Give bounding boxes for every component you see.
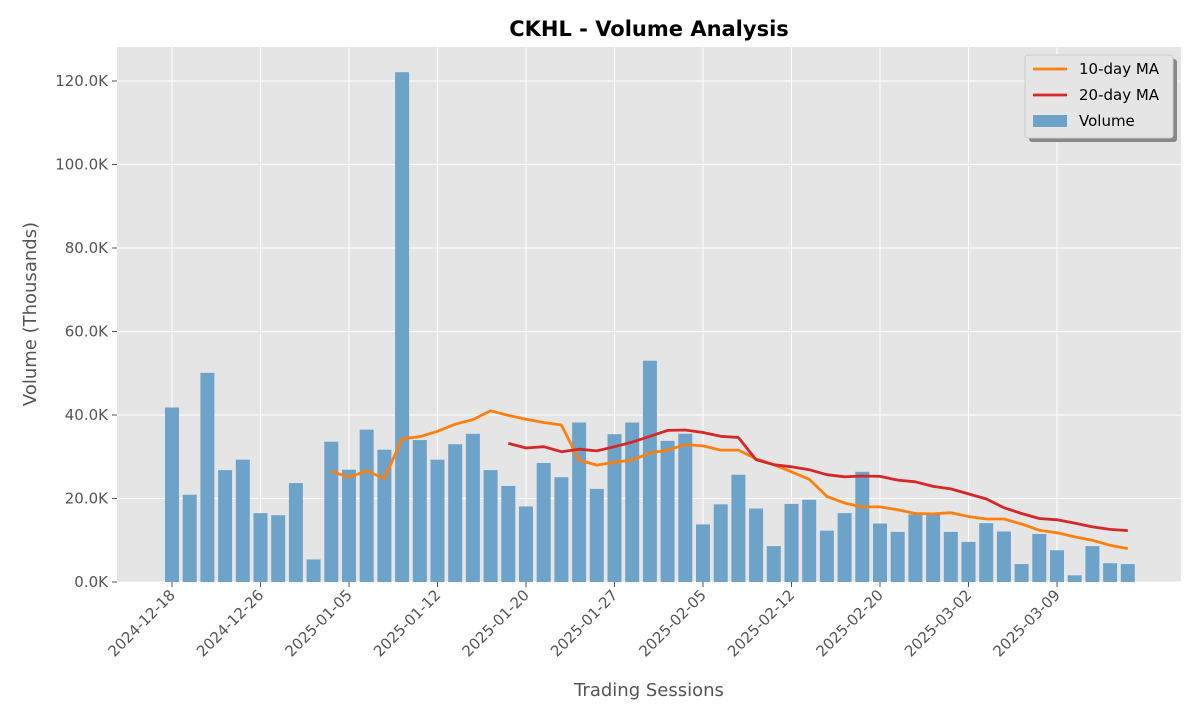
x-axis: 2024-12-18 2024-12-26 2025-01-05 2025-01-12… (104, 582, 1064, 660)
x-tick-label: 2025-02-05 (635, 586, 709, 660)
volume-bar (731, 474, 746, 582)
volume-bar (1032, 533, 1047, 582)
volume-bar (1085, 546, 1100, 582)
x-tick-label: 2025-02-20 (812, 586, 886, 660)
x-tick-label: 2025-02-12 (724, 586, 798, 660)
volume-bar (572, 422, 587, 582)
volume-bar (536, 463, 551, 582)
volume-bar (465, 433, 480, 582)
legend-label: 20-day MA (1079, 86, 1160, 104)
volume-bar (926, 513, 941, 582)
x-tick-label: 2025-01-05 (281, 586, 355, 660)
volume-bar (412, 440, 427, 582)
y-axis-label: Volume (Thousands) (20, 222, 41, 406)
volume-bar (501, 485, 516, 582)
x-tick-label: 2025-01-12 (370, 586, 444, 660)
volume-bar (430, 459, 445, 582)
volume-bar (1103, 563, 1118, 582)
volume-bar (837, 513, 852, 582)
volume-bar (165, 407, 179, 582)
legend-items: 10-day MA 20-day MA Volume (1033, 60, 1160, 130)
chart-title: CKHL - Volume Analysis (509, 17, 789, 41)
volume-bar (890, 531, 905, 582)
volume-bar (519, 506, 533, 582)
volume-bar (324, 441, 339, 582)
volume-bar (908, 514, 923, 582)
y-tick-label: 120.0K (55, 72, 109, 90)
volume-bar (607, 434, 622, 582)
volume-bar (1067, 575, 1082, 582)
volume-bar (996, 531, 1011, 582)
volume-bar (1014, 564, 1029, 582)
volume-bar (855, 471, 870, 582)
volume-bar (235, 459, 250, 582)
y-tick-label: 0.0K (74, 573, 109, 591)
y-tick-label: 100.0K (55, 156, 109, 174)
volume-bar (819, 530, 834, 582)
x-tick-label: 2024-12-18 (104, 586, 178, 660)
volume-bar (1050, 550, 1064, 582)
volume-bar (554, 477, 569, 582)
volume-bar (713, 504, 728, 582)
volume-bar (979, 523, 994, 582)
volume-bar (271, 515, 286, 582)
y-axis: 0.0K 20.0K 40.0K 60.0K 80.0K 100.0K 120.0K (55, 72, 117, 591)
x-tick-label: 2025-03-09 (989, 586, 1063, 660)
y-tick-label: 20.0K (65, 490, 109, 508)
volume-bar (766, 546, 781, 582)
volume-bar (448, 444, 463, 582)
volume-bar (784, 503, 799, 582)
20-day-ma-line (507, 428, 1128, 532)
volume-bar (961, 541, 976, 582)
volume-bar (218, 470, 233, 582)
volume-bar (288, 483, 303, 582)
volume-bar (678, 433, 693, 582)
x-tick-label: 2025-01-20 (458, 586, 532, 660)
volume-bar (749, 508, 764, 582)
volume-bar (642, 360, 657, 582)
volume-bar (943, 531, 958, 582)
legend-label: 10-day MA (1079, 60, 1160, 78)
volume-bar (342, 469, 356, 582)
volume-bar (182, 494, 197, 582)
x-tick-label: 2025-03-02 (901, 586, 975, 660)
volume-bar (306, 559, 321, 582)
volume-bar (395, 72, 410, 583)
10-day-ma-line (330, 409, 1129, 550)
volume-bar (625, 422, 640, 582)
volume-bar (660, 440, 675, 582)
y-tick-label: 40.0K (65, 406, 109, 424)
x-tick-label: 2025-01-27 (547, 586, 621, 660)
volume-bar (377, 449, 392, 582)
volume-bar (253, 513, 268, 582)
volume-bar (1120, 564, 1135, 582)
legend-label: Volume (1079, 112, 1135, 130)
volume-bar (589, 488, 604, 582)
y-tick-label: 80.0K (65, 239, 109, 257)
legend-swatch-bar (1033, 115, 1067, 127)
volume-bar (359, 429, 374, 582)
volume-bar (873, 523, 887, 582)
volume-bar (802, 499, 817, 582)
x-tick-label: 2024-12-26 (193, 586, 267, 660)
volume-bar (696, 524, 710, 582)
volume-bar (483, 470, 498, 582)
volume-bar (200, 372, 215, 582)
x-axis-label: Trading Sessions (573, 680, 724, 701)
moving-average-lines (330, 409, 1129, 550)
y-tick-label: 60.0K (65, 323, 109, 341)
legend: 10-day MA 20-day MA Volume (1024, 54, 1177, 142)
